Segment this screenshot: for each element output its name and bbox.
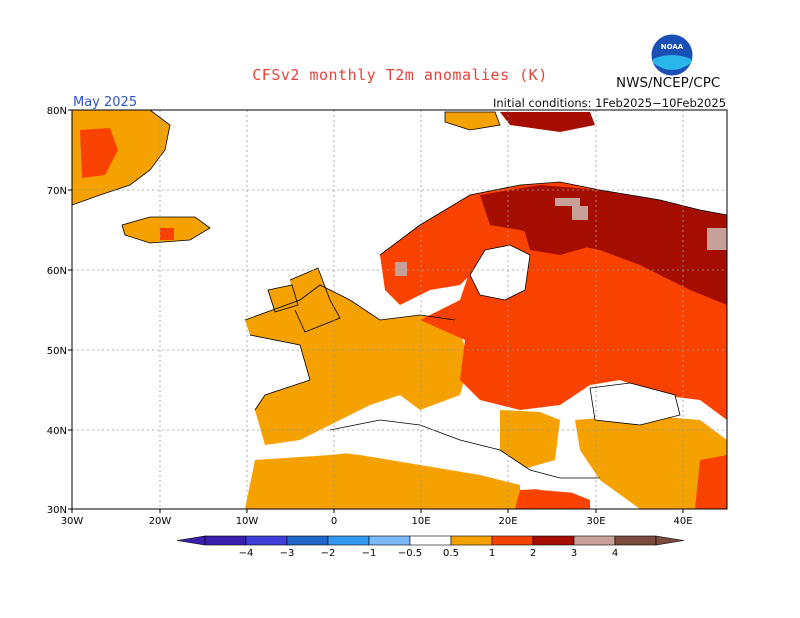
lat-label: 50N: [47, 346, 67, 357]
lon-label: 10W: [236, 516, 259, 527]
colorbar-segment: [532, 535, 575, 546]
lon-labels: 30W 20W 10W 0 10E 20E 30E 40E: [61, 516, 693, 527]
svalbard-anomaly: [445, 112, 500, 130]
lat-label: 40N: [47, 426, 67, 437]
lon-label: 10E: [411, 516, 430, 527]
colorbar-segment: [286, 535, 329, 546]
anomaly-layer: [72, 110, 727, 509]
middle-east-strong-anomaly: [695, 455, 727, 509]
greenland-strong-anomaly: [80, 128, 118, 178]
turkey-anomaly: [575, 415, 727, 509]
balkans-anomaly: [500, 410, 560, 470]
lat-label: 80N: [47, 106, 67, 117]
colorbar-segment: [327, 535, 370, 546]
colorbar-segment: [204, 535, 247, 546]
colorbar-label: 1: [489, 548, 495, 559]
tan-cell-2: [572, 206, 588, 220]
tan-cell-1: [555, 198, 580, 206]
lon-label: 20E: [498, 516, 517, 527]
tan-cell-3: [707, 228, 727, 250]
colorbar-label: −0.5: [398, 548, 422, 559]
lat-label: 30N: [47, 505, 67, 516]
initial-conditions: Initial conditions: 1Feb2025−10Feb2025: [493, 96, 727, 110]
lat-labels: 80N 70N 60N 50N 40N 30N: [47, 106, 67, 516]
colorbar-label: 4: [612, 548, 618, 559]
lon-label: 40E: [673, 516, 692, 527]
baltic-sea: [470, 245, 530, 300]
iceland-cell: [160, 228, 174, 240]
noaa-logo: NOAA: [650, 33, 694, 77]
colorbar-label: −3: [280, 548, 295, 559]
colorbar-segment: [368, 535, 411, 546]
graticule: [72, 110, 727, 509]
forecast-month: May 2025: [73, 95, 138, 110]
colorbar-segment: [491, 535, 534, 546]
logo-text: NOAA: [661, 43, 684, 51]
colorbar-label: −2: [321, 548, 336, 559]
lon-label: 30W: [61, 516, 84, 527]
colorbar: −4 −3 −2 −1 −0.5 0.5 1 2 3 4: [176, 535, 685, 559]
colorbar-segment: [573, 535, 616, 546]
levant-anomaly: [515, 488, 590, 509]
colorbar-segment: [409, 535, 452, 546]
colorbar-high-extension: [655, 535, 685, 546]
colorbar-label: 0.5: [443, 548, 459, 559]
colorbar-label: 3: [571, 548, 577, 559]
lat-label: 60N: [47, 266, 67, 277]
svalbard-strong-anomaly: [500, 112, 595, 132]
ireland-anomaly: [268, 285, 298, 312]
colorbar-segment: [245, 535, 288, 546]
axis-ticks: [68, 109, 684, 513]
colorbar-segment: [614, 535, 657, 546]
lon-label: 0: [331, 516, 337, 527]
tan-cell-4: [395, 262, 407, 276]
black-sea: [590, 383, 680, 425]
lon-label: 20W: [149, 516, 172, 527]
agency-label: NWS/NCEP/CPC: [616, 75, 721, 91]
map-title: CFSv2 monthly T2m anomalies (K): [252, 66, 548, 84]
colorbar-segment: [450, 535, 493, 546]
colorbar-low-extension: [176, 535, 206, 546]
colorbar-label: 2: [530, 548, 536, 559]
lat-label: 70N: [47, 186, 67, 197]
western-europe-anomaly: [245, 285, 470, 445]
map-frame: [71, 109, 728, 510]
uk-anomaly: [290, 268, 340, 332]
lon-label: 30E: [586, 516, 605, 527]
mediterranean-sea: [320, 420, 600, 495]
colorbar-label: −4: [239, 548, 254, 559]
colorbar-label: −1: [362, 548, 377, 559]
